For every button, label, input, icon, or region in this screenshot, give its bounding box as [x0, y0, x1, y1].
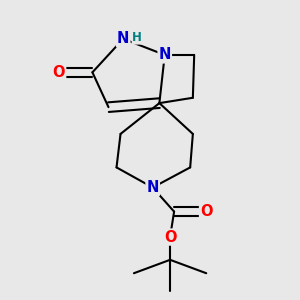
Text: N: N	[117, 31, 129, 46]
Text: O: O	[200, 204, 212, 219]
Text: H: H	[132, 31, 142, 44]
Text: O: O	[164, 230, 176, 244]
Text: N: N	[158, 47, 171, 62]
Text: N: N	[146, 180, 159, 195]
Text: O: O	[53, 65, 65, 80]
